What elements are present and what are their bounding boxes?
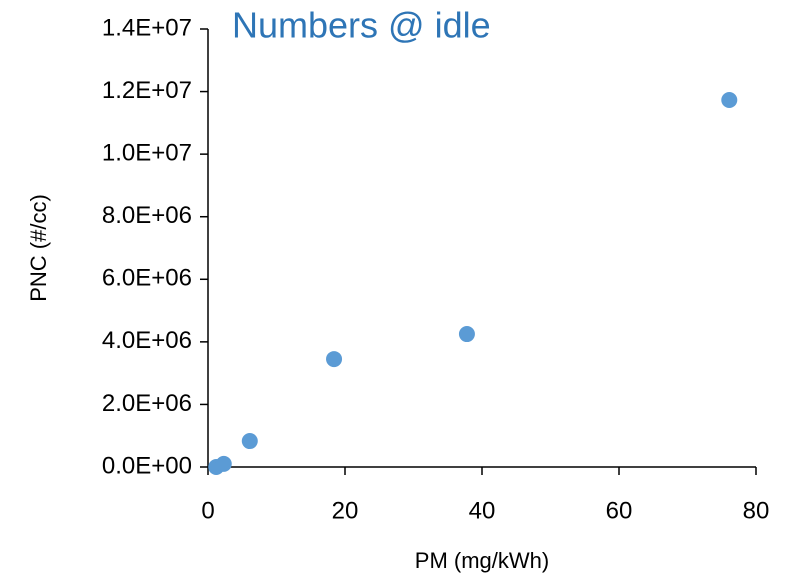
x-tick-label: 0	[201, 497, 214, 524]
y-tick-label: 4.0E+06	[102, 327, 192, 354]
point	[721, 92, 738, 109]
point	[458, 326, 475, 343]
point	[241, 433, 258, 450]
y-tick-label: 0.0E+00	[102, 452, 192, 479]
x-axis-title: PM (mg/kWh)	[415, 548, 549, 573]
x-tick-label: 20	[332, 497, 359, 524]
y-tick-label: 8.0E+06	[102, 202, 192, 229]
y-tick-label: 1.0E+07	[102, 139, 192, 166]
y-tick-label: 1.2E+07	[102, 77, 192, 104]
x-tick-label: 40	[469, 497, 496, 524]
chart-title: Numbers @ idle	[232, 5, 491, 46]
y-tick-label: 2.0E+06	[102, 390, 192, 417]
y-tick-label: 1.4E+07	[102, 14, 192, 41]
point	[326, 351, 343, 368]
y-tick-label: 6.0E+06	[102, 265, 192, 292]
x-tick-label: 60	[606, 497, 633, 524]
x-tick-label: 80	[743, 497, 770, 524]
point	[215, 455, 232, 472]
y-axis-title: PNC (#/cc)	[26, 194, 51, 302]
